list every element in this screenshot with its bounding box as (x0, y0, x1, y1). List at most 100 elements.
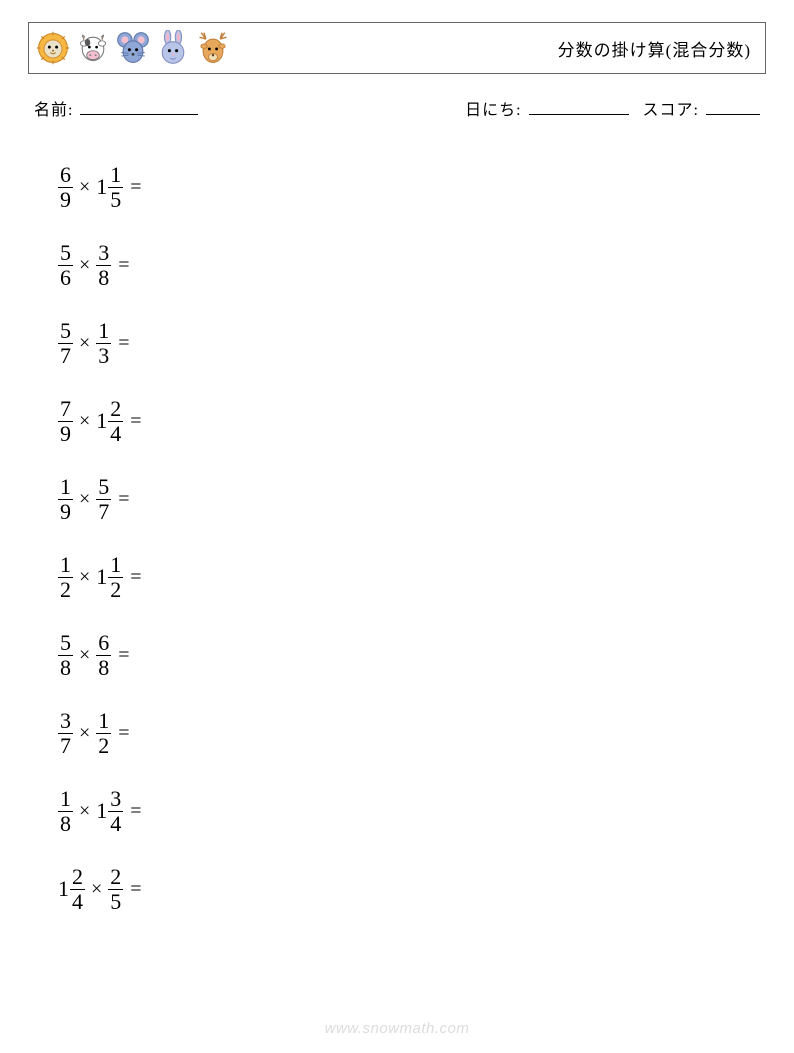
times-symbol: × (79, 644, 90, 667)
numerator: 3 (108, 788, 123, 811)
denominator: 5 (108, 889, 123, 913)
numerator: 1 (108, 554, 123, 577)
equals-symbol: = (130, 566, 141, 589)
problem-row: 58 × 68 = (58, 616, 766, 694)
problem-row: 18×134= (58, 772, 766, 850)
numerator: 1 (58, 554, 73, 577)
problem-list: 69×115=56×38=57×13=79×124=19×57=12×112=5… (58, 148, 766, 928)
times-symbol: × (79, 566, 90, 589)
equals-symbol: = (118, 722, 129, 745)
name-blank[interactable] (80, 97, 198, 115)
times-symbol: × (79, 800, 90, 823)
denominator: 6 (58, 265, 73, 289)
numerator: 1 (96, 320, 111, 343)
score-label: スコア: (643, 102, 699, 119)
denominator: 2 (96, 733, 111, 757)
problem-row: 124×25= (58, 850, 766, 928)
numerator: 3 (58, 710, 73, 733)
whole-part: 1 (58, 876, 69, 902)
fraction: 69 (58, 164, 73, 211)
numerator: 7 (58, 398, 73, 421)
operand-a: 124 (58, 866, 85, 913)
equals-symbol: = (118, 254, 129, 277)
fraction: 12 (96, 710, 111, 757)
fraction: 12 (108, 554, 123, 601)
numerator: 2 (70, 866, 85, 889)
numerator: 1 (108, 164, 123, 187)
denominator: 8 (58, 655, 73, 679)
denominator: 4 (70, 889, 85, 913)
rabbit-icon (155, 30, 191, 66)
problem-row: 37 × 12 = (58, 694, 766, 772)
operand-b: 115 (96, 164, 123, 211)
denominator: 8 (96, 265, 111, 289)
info-line: 名前: 日にち: スコア: (34, 96, 760, 120)
denominator: 7 (58, 733, 73, 757)
operand-b: 38 (96, 242, 111, 289)
whole-part: 1 (96, 408, 107, 434)
operand-b: 13 (96, 320, 111, 367)
name-label: 名前: (34, 102, 73, 119)
numerator: 2 (108, 866, 123, 889)
operand-b: 124 (96, 398, 123, 445)
watermark: www.snowmath.com (0, 1020, 794, 1037)
denominator: 9 (58, 499, 73, 523)
problem-row: 79×124= (58, 382, 766, 460)
whole-part: 1 (96, 564, 107, 590)
fraction: 13 (96, 320, 111, 367)
lion-icon (35, 30, 71, 66)
fraction: 18 (58, 788, 73, 835)
operand-b: 25 (108, 866, 123, 913)
numerator: 5 (96, 476, 111, 499)
worksheet-title: 分数の掛け算(混合分数) (558, 36, 751, 61)
numerator: 2 (108, 398, 123, 421)
score-blank[interactable] (706, 97, 760, 115)
problem-row: 57×13= (58, 304, 766, 382)
denominator: 5 (108, 187, 123, 211)
deer-icon (195, 30, 231, 66)
times-symbol: × (79, 722, 90, 745)
denominator: 8 (96, 655, 111, 679)
equals-symbol: = (130, 410, 141, 433)
times-symbol: × (91, 878, 102, 901)
fraction: 25 (108, 866, 123, 913)
fraction: 56 (58, 242, 73, 289)
operand-b: 112 (96, 554, 123, 601)
fraction: 57 (58, 320, 73, 367)
times-symbol: × (79, 488, 90, 511)
equals-symbol: = (118, 488, 129, 511)
fraction: 12 (58, 554, 73, 601)
equals-symbol: = (118, 332, 129, 355)
operand-a: 57 (58, 320, 73, 367)
date-blank[interactable] (529, 97, 629, 115)
operand-a: 12 (58, 554, 73, 601)
equals-symbol: = (130, 176, 141, 199)
operand-a: 37 (58, 710, 73, 757)
denominator: 4 (108, 811, 123, 835)
fraction: 19 (58, 476, 73, 523)
fraction: 37 (58, 710, 73, 757)
fraction: 24 (108, 398, 123, 445)
mouse-icon (115, 30, 151, 66)
equals-symbol: = (118, 644, 129, 667)
numerator: 1 (58, 788, 73, 811)
fraction: 58 (58, 632, 73, 679)
operand-b: 12 (96, 710, 111, 757)
operand-b: 68 (96, 632, 111, 679)
numerator: 3 (96, 242, 111, 265)
numerator: 5 (58, 320, 73, 343)
denominator: 7 (96, 499, 111, 523)
score-field: スコア: (643, 96, 760, 120)
denominator: 3 (96, 343, 111, 367)
denominator: 4 (108, 421, 123, 445)
problem-row: 19 × 57 = (58, 460, 766, 538)
date-field: 日にち: (465, 96, 628, 120)
denominator: 9 (58, 187, 73, 211)
worksheet-header: 分数の掛け算(混合分数) (28, 22, 766, 74)
times-symbol: × (79, 410, 90, 433)
operand-b: 57 (96, 476, 111, 523)
times-symbol: × (79, 254, 90, 277)
fraction: 34 (108, 788, 123, 835)
operand-a: 18 (58, 788, 73, 835)
whole-part: 1 (96, 174, 107, 200)
